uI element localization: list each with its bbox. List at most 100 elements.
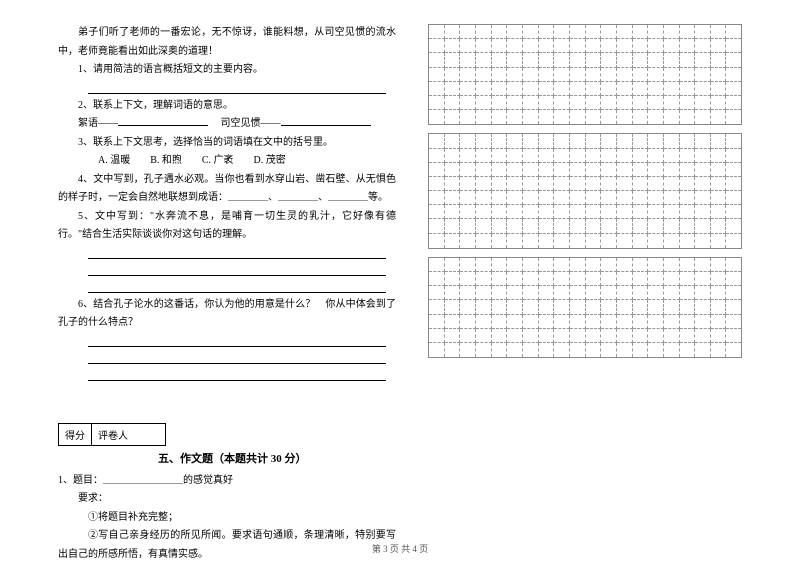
grid-cell bbox=[601, 191, 617, 205]
grid-row bbox=[429, 219, 741, 233]
grid-cell bbox=[633, 39, 649, 53]
grid-cell bbox=[445, 149, 461, 163]
grid-cell bbox=[460, 315, 476, 329]
grid-cell bbox=[539, 53, 555, 67]
grid-cell bbox=[554, 234, 570, 248]
grid-cell bbox=[617, 205, 633, 219]
grid-cell bbox=[648, 96, 664, 110]
grid-cell bbox=[680, 315, 696, 329]
grid-cell bbox=[476, 205, 492, 219]
answer-line-q5-3 bbox=[88, 279, 386, 293]
grid-cell bbox=[476, 272, 492, 286]
grid-cell bbox=[586, 53, 602, 67]
grid-cell bbox=[601, 286, 617, 300]
grid-cell bbox=[695, 68, 711, 82]
answer-line-q6-2 bbox=[88, 350, 386, 364]
grid-cell bbox=[554, 177, 570, 191]
grid-cell bbox=[680, 25, 696, 39]
grid-cell bbox=[586, 110, 602, 124]
grid-cell bbox=[695, 272, 711, 286]
grid-cell bbox=[726, 177, 741, 191]
grid-cell bbox=[523, 191, 539, 205]
grid-cell bbox=[711, 25, 727, 39]
grid-cell bbox=[726, 163, 741, 177]
grid-cell bbox=[492, 315, 508, 329]
grid-cell bbox=[648, 343, 664, 357]
grid-cell bbox=[601, 149, 617, 163]
grid-cell bbox=[476, 68, 492, 82]
grid-cell bbox=[601, 39, 617, 53]
grid-row bbox=[429, 343, 741, 357]
grid-cell bbox=[601, 25, 617, 39]
grid-cell bbox=[601, 96, 617, 110]
grid-cell bbox=[695, 191, 711, 205]
grid-row bbox=[429, 68, 741, 82]
grid-cell bbox=[445, 25, 461, 39]
grid-cell bbox=[633, 25, 649, 39]
question-1: 1、请用简洁的语言概括短文的主要内容。 bbox=[58, 61, 396, 80]
grid-cell bbox=[460, 205, 476, 219]
grid-cell bbox=[617, 39, 633, 53]
grid-cell bbox=[695, 25, 711, 39]
grid-cell bbox=[711, 234, 727, 248]
grid-cell bbox=[617, 53, 633, 67]
grid-cell bbox=[492, 343, 508, 357]
grid-cell bbox=[680, 329, 696, 343]
grid-cell bbox=[680, 53, 696, 67]
grid-cell bbox=[539, 191, 555, 205]
grid-cell bbox=[460, 329, 476, 343]
grid-cell bbox=[429, 82, 445, 96]
grid-cell bbox=[445, 134, 461, 148]
grid-cell bbox=[601, 315, 617, 329]
grid-cell bbox=[648, 149, 664, 163]
grid-cell bbox=[445, 191, 461, 205]
grid-cell bbox=[726, 82, 741, 96]
grid-cell bbox=[507, 134, 523, 148]
grid-cell bbox=[601, 53, 617, 67]
grid-cell bbox=[726, 96, 741, 110]
question-4: 4、文中写到，孔子遇水必观。当你也看到水穿山岩、凿石壁、从无惧色的样子时，一定会… bbox=[58, 171, 396, 208]
grid-cell bbox=[680, 343, 696, 357]
q2-term2: 司空见惯—— bbox=[221, 118, 281, 129]
grid-cell bbox=[507, 39, 523, 53]
grid-cell bbox=[492, 286, 508, 300]
grid-cell bbox=[492, 272, 508, 286]
grid-row bbox=[429, 205, 741, 219]
grid-cell bbox=[445, 329, 461, 343]
grid-cell bbox=[554, 68, 570, 82]
grid-cell bbox=[492, 53, 508, 67]
grid-cell bbox=[570, 191, 586, 205]
grid-cell bbox=[523, 286, 539, 300]
grid-cell bbox=[586, 219, 602, 233]
grid-cell bbox=[664, 149, 680, 163]
grid-cell bbox=[695, 96, 711, 110]
grid-cell bbox=[648, 219, 664, 233]
grid-cell bbox=[445, 272, 461, 286]
grid-cell bbox=[711, 315, 727, 329]
grid-cell bbox=[554, 163, 570, 177]
grid-cell bbox=[492, 110, 508, 124]
grid-cell bbox=[554, 258, 570, 272]
grid-cell bbox=[492, 96, 508, 110]
grid-cell bbox=[445, 258, 461, 272]
grid-cell bbox=[507, 82, 523, 96]
grid-cell bbox=[445, 39, 461, 53]
grid-cell bbox=[507, 53, 523, 67]
grid-cell bbox=[664, 205, 680, 219]
grid-cell bbox=[617, 149, 633, 163]
grid-cell bbox=[460, 219, 476, 233]
question-3-choices: A. 温暖 B. 和煦 C. 广袤 D. 茂密 bbox=[98, 152, 396, 171]
grid-cell bbox=[648, 272, 664, 286]
grid-cell bbox=[726, 25, 741, 39]
grid-cell bbox=[539, 234, 555, 248]
grid-cell bbox=[445, 343, 461, 357]
grid-cell bbox=[492, 134, 508, 148]
grid-cell bbox=[680, 205, 696, 219]
grid-cell bbox=[539, 219, 555, 233]
grid-cell bbox=[726, 286, 741, 300]
grid-cell bbox=[570, 163, 586, 177]
grid-cell bbox=[476, 286, 492, 300]
grid-cell bbox=[726, 149, 741, 163]
grid-cell bbox=[586, 96, 602, 110]
grid-cell bbox=[680, 191, 696, 205]
